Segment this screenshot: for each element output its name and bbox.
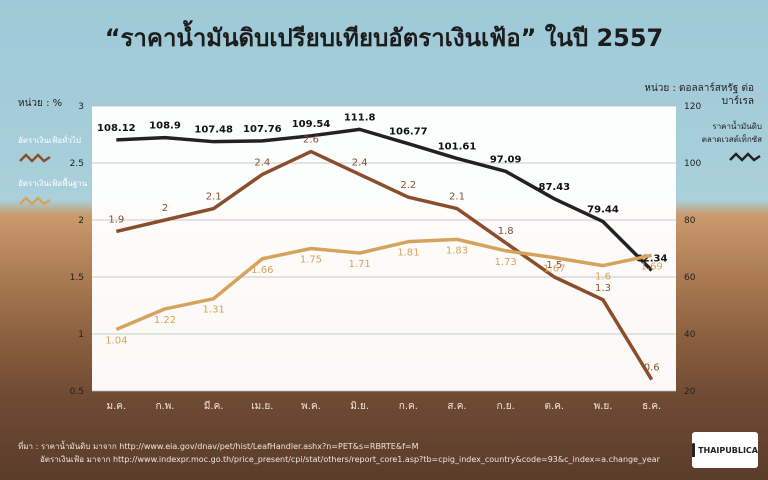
x-tick-label: มี.ค. — [204, 400, 224, 412]
legend-oil: ราคาน้ำมันดิบ ตลาดเวสต์เท็กซัส — [692, 120, 762, 164]
data-label: 2.6 — [303, 135, 319, 146]
data-label: 1.73 — [495, 257, 517, 268]
left-tick-label: 2 — [78, 216, 84, 226]
data-label: 1.22 — [154, 315, 176, 326]
left-tick-label: 1 — [78, 330, 84, 340]
x-tick-label: พ.ค. — [301, 401, 321, 412]
x-tick-label: ก.พ. — [155, 401, 174, 412]
legend-oil-swatch — [729, 152, 761, 162]
legend-core-label: อัตราเงินเฟ้อพื้นฐาน — [18, 179, 88, 188]
source-footer: ที่มา : ราคาน้ำมันดิบ มาจาก http://www.e… — [18, 440, 660, 466]
data-label: 1.3 — [595, 283, 611, 294]
data-label: 97.09 — [490, 154, 522, 165]
x-tick-label: มิ.ย. — [350, 401, 369, 412]
data-label: 1.67 — [543, 264, 565, 275]
right-tick-label: 120 — [684, 102, 701, 112]
x-tick-label: ธ.ค. — [642, 401, 661, 412]
data-label: 1.66 — [251, 265, 273, 276]
logo-pin-icon — [692, 443, 696, 457]
series-line-1 — [116, 127, 653, 272]
left-tick-label: 3 — [78, 102, 84, 112]
right-tick-label: 60 — [684, 273, 696, 283]
right-tick-label: 100 — [684, 159, 701, 169]
right-axis-unit: หน่วย : ดอลลาร์สหรัฐ ต่อบาร์เรล — [644, 83, 754, 107]
left-tick-label: 2.5 — [70, 159, 84, 169]
data-label: 108.9 — [149, 121, 181, 132]
data-label: 2.1 — [206, 192, 222, 203]
data-label: 101.61 — [438, 141, 477, 152]
data-label: 87.43 — [539, 182, 571, 193]
x-tick-label: ม.ค. — [107, 401, 127, 412]
x-tick-label: พ.ย. — [594, 401, 613, 412]
data-label: 1.83 — [446, 245, 468, 256]
data-label: 2.1 — [449, 192, 465, 203]
data-label: 107.76 — [243, 124, 282, 135]
legend-headline: อัตราเงินเฟ้อทั่วไป — [18, 134, 88, 165]
data-label: 106.77 — [389, 127, 428, 138]
data-label: 111.8 — [344, 112, 376, 123]
data-label: 62.34 — [636, 253, 668, 264]
left-tick-label: 1.5 — [70, 273, 84, 283]
data-label: 2.4 — [254, 157, 270, 168]
x-tick-label: ก.ค. — [399, 401, 418, 412]
x-tick-label: เม.ย. — [251, 401, 273, 412]
data-label: 1.71 — [349, 259, 371, 270]
x-tick-label: ส.ค. — [447, 401, 466, 412]
right-tick-label: 40 — [684, 330, 696, 340]
data-label: 109.54 — [292, 119, 331, 130]
data-label: 1.5 — [546, 260, 562, 271]
series-line-3 — [115, 237, 653, 332]
series-line-2 — [115, 149, 654, 381]
data-label: 107.48 — [194, 125, 233, 136]
data-label: 1.69 — [641, 261, 663, 272]
right-tick-label: 20 — [684, 387, 696, 397]
source-line-2: อัตราเงินเฟ้อ มาจาก http://www.indexpr.m… — [40, 455, 660, 464]
data-label: 1.8 — [498, 226, 514, 237]
legend-core-swatch — [19, 196, 51, 206]
data-label: 1.81 — [397, 248, 419, 259]
data-label: 0.6 — [644, 363, 660, 374]
data-label: 1.6 — [595, 272, 611, 283]
logo-text: THAIPUBLICA — [698, 445, 758, 455]
right-tick-label: 80 — [684, 216, 696, 226]
x-tick-label: ก.ย. — [497, 401, 515, 412]
legend-oil-label: ราคาน้ำมันดิบ ตลาดเวสต์เท็กซัส — [701, 122, 762, 144]
legend-headline-label: อัตราเงินเฟ้อทั่วไป — [18, 136, 81, 145]
data-label: 2 — [162, 203, 168, 214]
left-axis-unit: หน่วย : % — [18, 98, 63, 109]
left-tick-label: 0.5 — [70, 387, 84, 397]
legend-core: อัตราเงินเฟ้อพื้นฐาน — [18, 177, 88, 208]
chart-title: “ราคาน้ำมันดิบเปรียบเทียบอัตราเงินเฟ้อ” … — [104, 24, 664, 52]
legend-headline-swatch — [19, 153, 51, 163]
data-label: 1.31 — [203, 305, 225, 316]
data-label: 1.75 — [300, 255, 322, 266]
x-tick-label: ต.ค. — [545, 401, 565, 412]
data-label: 2.2 — [400, 180, 416, 191]
source-line-1: ที่มา : ราคาน้ำมันดิบ มาจาก http://www.e… — [18, 442, 419, 451]
data-label: 1.04 — [105, 335, 127, 346]
data-label: 2.4 — [352, 157, 368, 168]
thaipublica-logo: THAIPUBLICA — [692, 432, 758, 468]
data-label: 79.44 — [587, 205, 619, 216]
data-label: 108.12 — [97, 123, 136, 134]
data-label: 1.9 — [108, 214, 124, 225]
